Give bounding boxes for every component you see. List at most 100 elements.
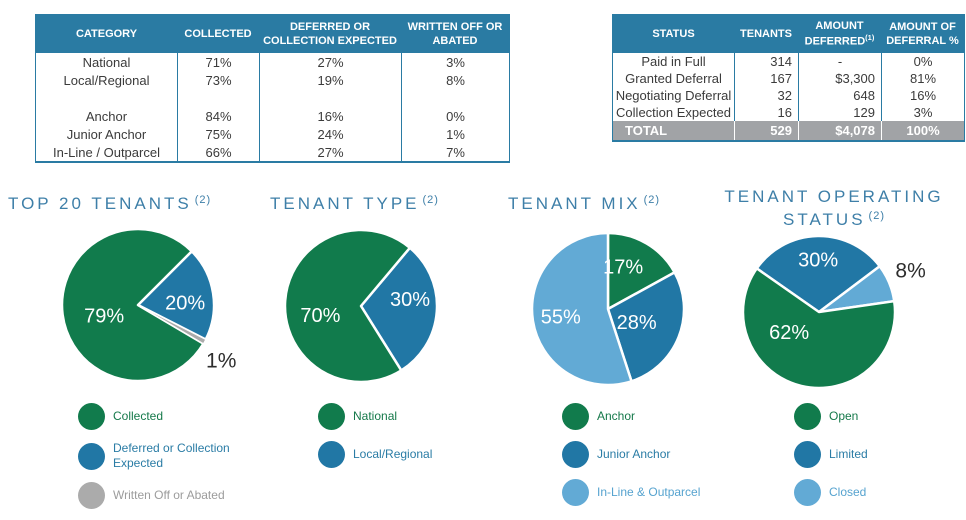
legend-swatch-green — [794, 403, 821, 430]
pie-label-written-off-or-abated: 1% — [206, 350, 236, 373]
pie-label-junior-anchor: 28% — [617, 312, 657, 334]
legend-item-national: National — [318, 403, 432, 430]
cell — [177, 89, 259, 107]
deferral-status-table: STATUS TENANTS AMOUNT DEFERRED(1) AMOUNT OF… — [612, 14, 965, 143]
table-row: Paid in Full 314-0% — [613, 53, 964, 71]
cell: 81% — [881, 70, 964, 88]
legend-label: Open — [829, 409, 859, 423]
cell: Junior Anchor — [66, 126, 147, 142]
legend-label: Local/Regional — [353, 447, 433, 461]
cell: 3% — [881, 104, 964, 122]
cell: Granted Deferral — [625, 71, 722, 87]
legend-label: Collected — [113, 409, 164, 423]
chart-title-text: TENANT OPERATING STATUS — [724, 187, 944, 229]
legend-item-junior-anchor: Junior Anchor — [562, 441, 700, 468]
cell: 1% — [401, 125, 509, 143]
legend-label: Written Off or Abated — [113, 488, 225, 502]
chart-title-superscript: (2) — [868, 209, 885, 222]
pie-slice-national — [283, 228, 412, 384]
pie-slice-collected — [60, 227, 205, 383]
legend-swatch-blue — [562, 441, 589, 468]
legend-item-written-off-or-abated: Written Off or Abated — [78, 482, 241, 509]
table-row: National 71% 27% 3% — [36, 53, 509, 71]
pie-slice-in-line-outparcel — [530, 231, 633, 387]
legend: Open Limited Closed — [794, 403, 868, 517]
chart-title: TENANT TYPE (2) — [270, 194, 439, 214]
pie-chart: 17% 28% 55% — [530, 231, 686, 387]
legend-label: National — [353, 409, 398, 423]
legend-label: Junior Anchor — [597, 447, 671, 461]
chart-title: TENANT MIX (2) — [508, 194, 660, 214]
cell: In-Line / Outparcel — [53, 144, 160, 160]
pie-slice-written-off-or-abated — [137, 304, 207, 345]
column-header-amount-deferred: AMOUNT DEFERRED(1) — [798, 15, 881, 54]
cell: 19% — [259, 71, 401, 89]
table-header-row: STATUS TENANTS AMOUNT DEFERRED(1) AMOUNT OF… — [613, 15, 964, 54]
table-row: Collection Expected 16 129 3% — [613, 104, 964, 122]
chart-title: TENANT OPERATING STATUS (2) — [714, 186, 954, 232]
legend-swatch-gray — [78, 482, 105, 509]
cell: 0% — [881, 53, 964, 71]
pie-chart: 20% 1% 79% — [60, 227, 236, 383]
cell: 84% — [177, 107, 259, 125]
cell: Local/Regional — [63, 72, 150, 88]
cell: $3,300 — [798, 70, 881, 88]
pie-chart: 30% 70% — [283, 228, 439, 384]
legend-swatch-blue — [794, 441, 821, 468]
pie-label-limited: 30% — [798, 249, 838, 271]
pie-label-national: 70% — [300, 305, 340, 327]
chart-tenant-operating-status: TENANT OPERATING STATUS (2) 30% 8% 62% Open… — [706, 186, 962, 506]
table-row: In-Line / Outparcel 66% 27% 7% — [36, 143, 509, 161]
total-cell: TOTAL — [613, 121, 734, 141]
cell: 167 — [734, 70, 798, 88]
legend: National Local/Regional — [318, 403, 432, 479]
legend-label: In-Line & Outparcel — [597, 485, 701, 499]
legend-item-local-regional: Local/Regional — [318, 441, 432, 468]
chart-title-text: TENANT TYPE — [270, 194, 420, 213]
cell — [401, 89, 509, 107]
table-row: Anchor 84% 16% 0% — [36, 107, 509, 125]
table-row: Junior Anchor 75% 24% 1% — [36, 125, 509, 143]
pie-label-local-regional: 30% — [390, 289, 430, 311]
legend-item-deferred-or-collection-expected: Deferred or Collection Expected — [78, 441, 241, 471]
pie-label-deferred-or-collection-expected: 20% — [165, 292, 205, 314]
cell: 8% — [401, 71, 509, 89]
chart-title-superscript: (2) — [194, 194, 212, 206]
pie-slice-open — [741, 267, 897, 390]
legend-label: Deferred or Collection Expected — [113, 441, 230, 470]
cell: Negotiating Deferral — [615, 88, 732, 104]
pie-label-collected: 79% — [84, 306, 124, 328]
pie-label-in-line-outparcel: 55% — [541, 306, 581, 328]
cell: - — [798, 53, 881, 71]
column-header-status: STATUS — [613, 15, 734, 54]
cell: 0% — [401, 107, 509, 125]
table-row: Local/Regional 73% 19% 8% — [36, 71, 509, 89]
pie-slice-local-regional — [359, 246, 439, 372]
cell: 129 — [798, 104, 881, 122]
pie-slice-junior-anchor — [606, 271, 686, 383]
table-row: Granted Deferral 167 $3,300 81% — [613, 70, 964, 88]
table-header-row: CATEGORY COLLECTED DEFERRED OR COLLECTION … — [36, 15, 509, 53]
pie-label-anchor: 17% — [603, 257, 643, 279]
cell: 648 — [798, 87, 881, 105]
cell: National — [82, 54, 131, 70]
legend-item-open: Open — [794, 403, 868, 430]
cell: 7% — [401, 143, 509, 161]
column-header-category: CATEGORY — [36, 15, 177, 53]
chart-title-superscript: (2) — [422, 194, 439, 206]
pie-chart: 30% 8% 62% — [741, 234, 926, 390]
legend-swatch-light-blue — [562, 479, 589, 506]
chart-title-superscript: (2) — [643, 194, 661, 206]
column-header-deferred-or-collection-expected: DEFERRED OR COLLECTION EXPECTED — [259, 15, 401, 53]
pie-slice-deferred-or-collection-expected — [136, 250, 216, 341]
cell: 32 — [734, 87, 798, 105]
legend-label: Anchor — [597, 409, 636, 423]
total-cell: 100% — [881, 121, 964, 141]
cell: 16 — [734, 104, 798, 122]
cell: 73% — [177, 71, 259, 89]
pie-slice-limited — [755, 234, 881, 314]
chart-tenant-type: TENANT TYPE (2) 30% 70% National Local/Regi… — [264, 186, 474, 506]
legend-item-closed: Closed — [794, 479, 868, 506]
cell: 16% — [881, 87, 964, 105]
cell: Collection Expected — [616, 105, 731, 121]
